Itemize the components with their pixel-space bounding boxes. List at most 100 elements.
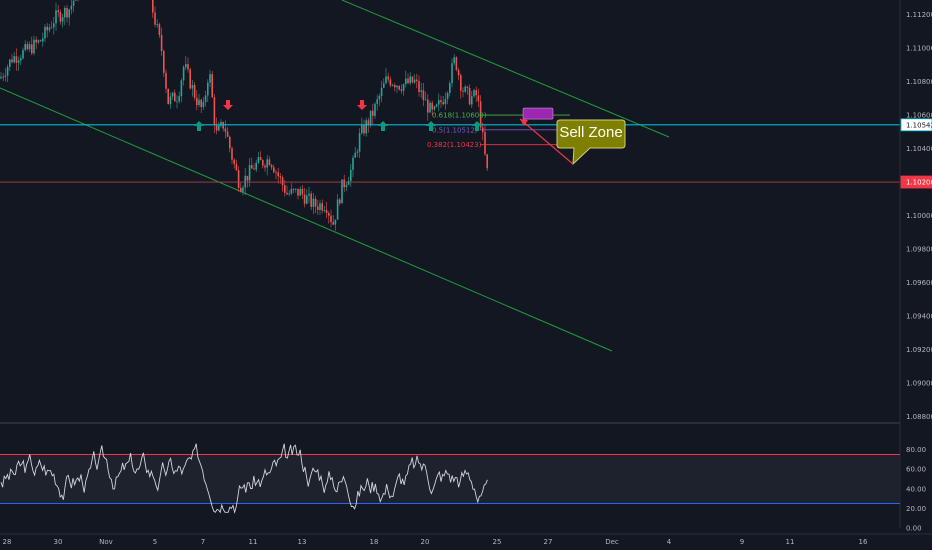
candle-body xyxy=(358,132,361,152)
candle-body xyxy=(332,222,334,225)
candle-body xyxy=(444,99,447,105)
price-tick-label: 1.09400 xyxy=(906,312,932,320)
target-price-label[interactable] xyxy=(522,107,554,120)
candle-body xyxy=(270,165,273,168)
channel-lower-line[interactable] xyxy=(0,87,613,352)
time-tick-label: 13 xyxy=(298,538,307,546)
rsi-tick-label: 40.00 xyxy=(906,485,926,493)
candle-body xyxy=(229,136,231,149)
time-tick-label: 27 xyxy=(544,538,553,546)
candle-body xyxy=(248,165,251,181)
candle-body xyxy=(273,167,275,173)
candle-body xyxy=(451,63,453,84)
price-tick-label: 1.09200 xyxy=(906,346,932,354)
channel-upper-line[interactable] xyxy=(341,0,670,138)
candle-body xyxy=(22,49,24,59)
candle-body xyxy=(387,76,389,80)
trend-channel[interactable] xyxy=(0,0,670,352)
candle-body xyxy=(11,59,13,63)
price-pane[interactable]: 0.618(1.10600) 0.5(1.10512) 0.382(1.10423)… xyxy=(0,0,900,352)
candle-body xyxy=(33,39,35,54)
candle-body xyxy=(429,102,431,113)
candle-body xyxy=(407,78,409,84)
fib-level-label: 0.618(1.10600) xyxy=(432,112,487,120)
price-tick-label: 1.10600 xyxy=(906,112,932,120)
candle-body xyxy=(374,103,376,116)
candle-body xyxy=(2,76,4,78)
candle-body xyxy=(24,44,26,50)
candle-body xyxy=(416,79,418,81)
candle-body xyxy=(13,56,15,63)
fibonacci-retracement[interactable]: 0.618(1.10600) 0.5(1.10512) 0.382(1.10423) xyxy=(427,107,570,149)
candle-body xyxy=(169,96,172,105)
price-tick-label: 1.09800 xyxy=(906,245,932,253)
candle-body xyxy=(453,57,455,64)
candle-body xyxy=(165,72,167,89)
candle-body xyxy=(48,27,51,31)
candle-body xyxy=(0,76,2,79)
sell-zone-bubble[interactable] xyxy=(556,119,626,166)
candle-body xyxy=(39,40,42,42)
horizontal-levels[interactable] xyxy=(0,124,900,183)
candle-body xyxy=(475,90,477,96)
candle-body xyxy=(257,157,260,163)
candle-body xyxy=(438,100,440,105)
candle-body xyxy=(367,120,370,125)
candle-body xyxy=(202,101,205,108)
candle-body xyxy=(446,92,449,100)
candle-body xyxy=(266,159,268,168)
candle-body xyxy=(361,125,363,133)
candle-body xyxy=(330,215,332,223)
candle-body xyxy=(213,97,216,126)
candle-body xyxy=(185,64,187,68)
candle-body xyxy=(64,7,66,18)
candle-body xyxy=(356,151,359,153)
candle-body xyxy=(163,51,165,73)
candle-body xyxy=(345,184,348,188)
candle-body xyxy=(297,188,299,196)
candle-body xyxy=(154,12,156,25)
candle-body xyxy=(328,212,330,216)
time-axis[interactable]: 28 30 Nov 5 7 11 13 18 20 25 27 Dec 4 9 11 16 xyxy=(0,533,932,546)
candle-body xyxy=(411,76,414,83)
candle-body xyxy=(290,188,293,194)
candle-body xyxy=(455,57,458,70)
time-tick-label: 5 xyxy=(153,538,157,546)
rsi-pane[interactable]: 80.00 60.00 40.00 20.00 0.00 xyxy=(0,443,926,533)
candle-body xyxy=(220,122,222,126)
candle-body xyxy=(336,199,339,220)
candle-body xyxy=(473,90,475,97)
candle-body xyxy=(193,84,196,98)
candle-body xyxy=(246,175,249,181)
candle-body xyxy=(486,154,488,169)
candle-body xyxy=(391,85,394,86)
candle-body xyxy=(352,157,354,170)
candle-body xyxy=(471,96,473,105)
candle-body xyxy=(182,67,185,81)
time-tick-label: 25 xyxy=(493,538,502,546)
candle-body xyxy=(174,92,176,102)
price-axis[interactable]: 1.11200 1.11000 1.10800 1.10600 1.10400 1.100… xyxy=(899,0,932,528)
candle-body xyxy=(484,132,486,155)
candle-body xyxy=(457,69,460,76)
candle-body xyxy=(226,131,229,137)
candle-body xyxy=(385,76,387,84)
sell-zone-annotation[interactable]: Sell Zone xyxy=(519,118,626,166)
candle-body xyxy=(422,90,425,101)
candle-body xyxy=(394,85,396,88)
candle-body xyxy=(363,125,365,134)
candle-body xyxy=(365,120,367,134)
price-tick-label: 1.09000 xyxy=(906,379,932,387)
candle-body xyxy=(350,169,352,182)
candle-body xyxy=(275,172,277,174)
candle-body xyxy=(68,9,70,18)
time-tick-label: 11 xyxy=(786,538,795,546)
candle-body xyxy=(317,206,319,210)
candle-body xyxy=(295,188,297,190)
candle-body xyxy=(402,84,405,91)
candle-body xyxy=(42,38,44,42)
candle-body xyxy=(460,75,462,91)
sell-zone-text: Sell Zone xyxy=(559,124,622,141)
time-tick-label: 11 xyxy=(249,538,258,546)
candle-body xyxy=(61,17,64,22)
